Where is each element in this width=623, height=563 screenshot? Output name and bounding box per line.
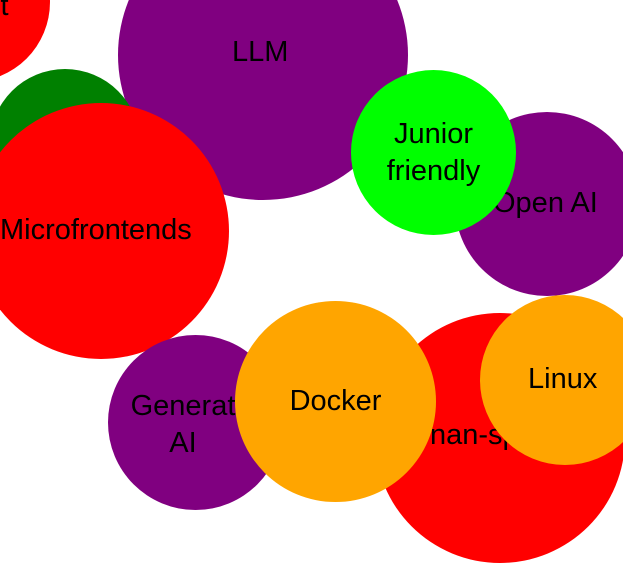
- bubble-label: Open AI: [493, 187, 598, 219]
- bubble-label: Generat AI: [130, 390, 236, 459]
- bubble-microfrontends: Microfrontends: [0, 103, 229, 359]
- bubble-label: ct: [0, 0, 9, 22]
- bubble-linux: Linux: [480, 295, 623, 465]
- bubble-label: Microfrontends: [0, 214, 192, 246]
- bubble-docker: Docker: [235, 301, 436, 502]
- bubble-junior-friendly: Junior friendly: [351, 70, 516, 235]
- bubble-label: Linux: [528, 363, 598, 395]
- bubble-label: Junior friendly: [386, 117, 481, 187]
- bubble-label: Docker: [289, 385, 382, 417]
- bubble-label: LLM: [232, 36, 289, 68]
- bubble-topleft: ct: [0, 0, 50, 82]
